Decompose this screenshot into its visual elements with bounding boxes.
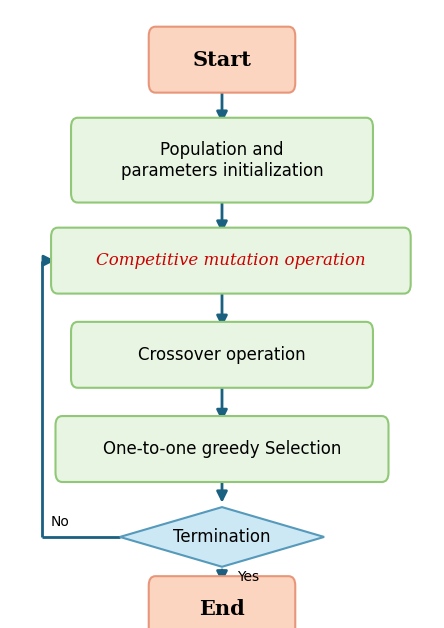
Polygon shape [120,507,324,566]
FancyBboxPatch shape [149,577,295,628]
Text: Competitive mutation operation: Competitive mutation operation [96,252,366,269]
Text: Yes: Yes [238,570,260,583]
Text: End: End [199,599,245,619]
Text: Start: Start [193,50,251,70]
Text: Crossover operation: Crossover operation [138,346,306,364]
Text: No: No [51,516,70,529]
FancyBboxPatch shape [56,416,388,482]
FancyBboxPatch shape [71,322,373,387]
FancyBboxPatch shape [71,118,373,202]
Text: Termination: Termination [173,528,271,546]
Text: Population and
parameters initialization: Population and parameters initialization [121,141,323,180]
FancyBboxPatch shape [149,26,295,92]
FancyBboxPatch shape [51,228,411,294]
Text: One-to-one greedy Selection: One-to-one greedy Selection [103,440,341,458]
